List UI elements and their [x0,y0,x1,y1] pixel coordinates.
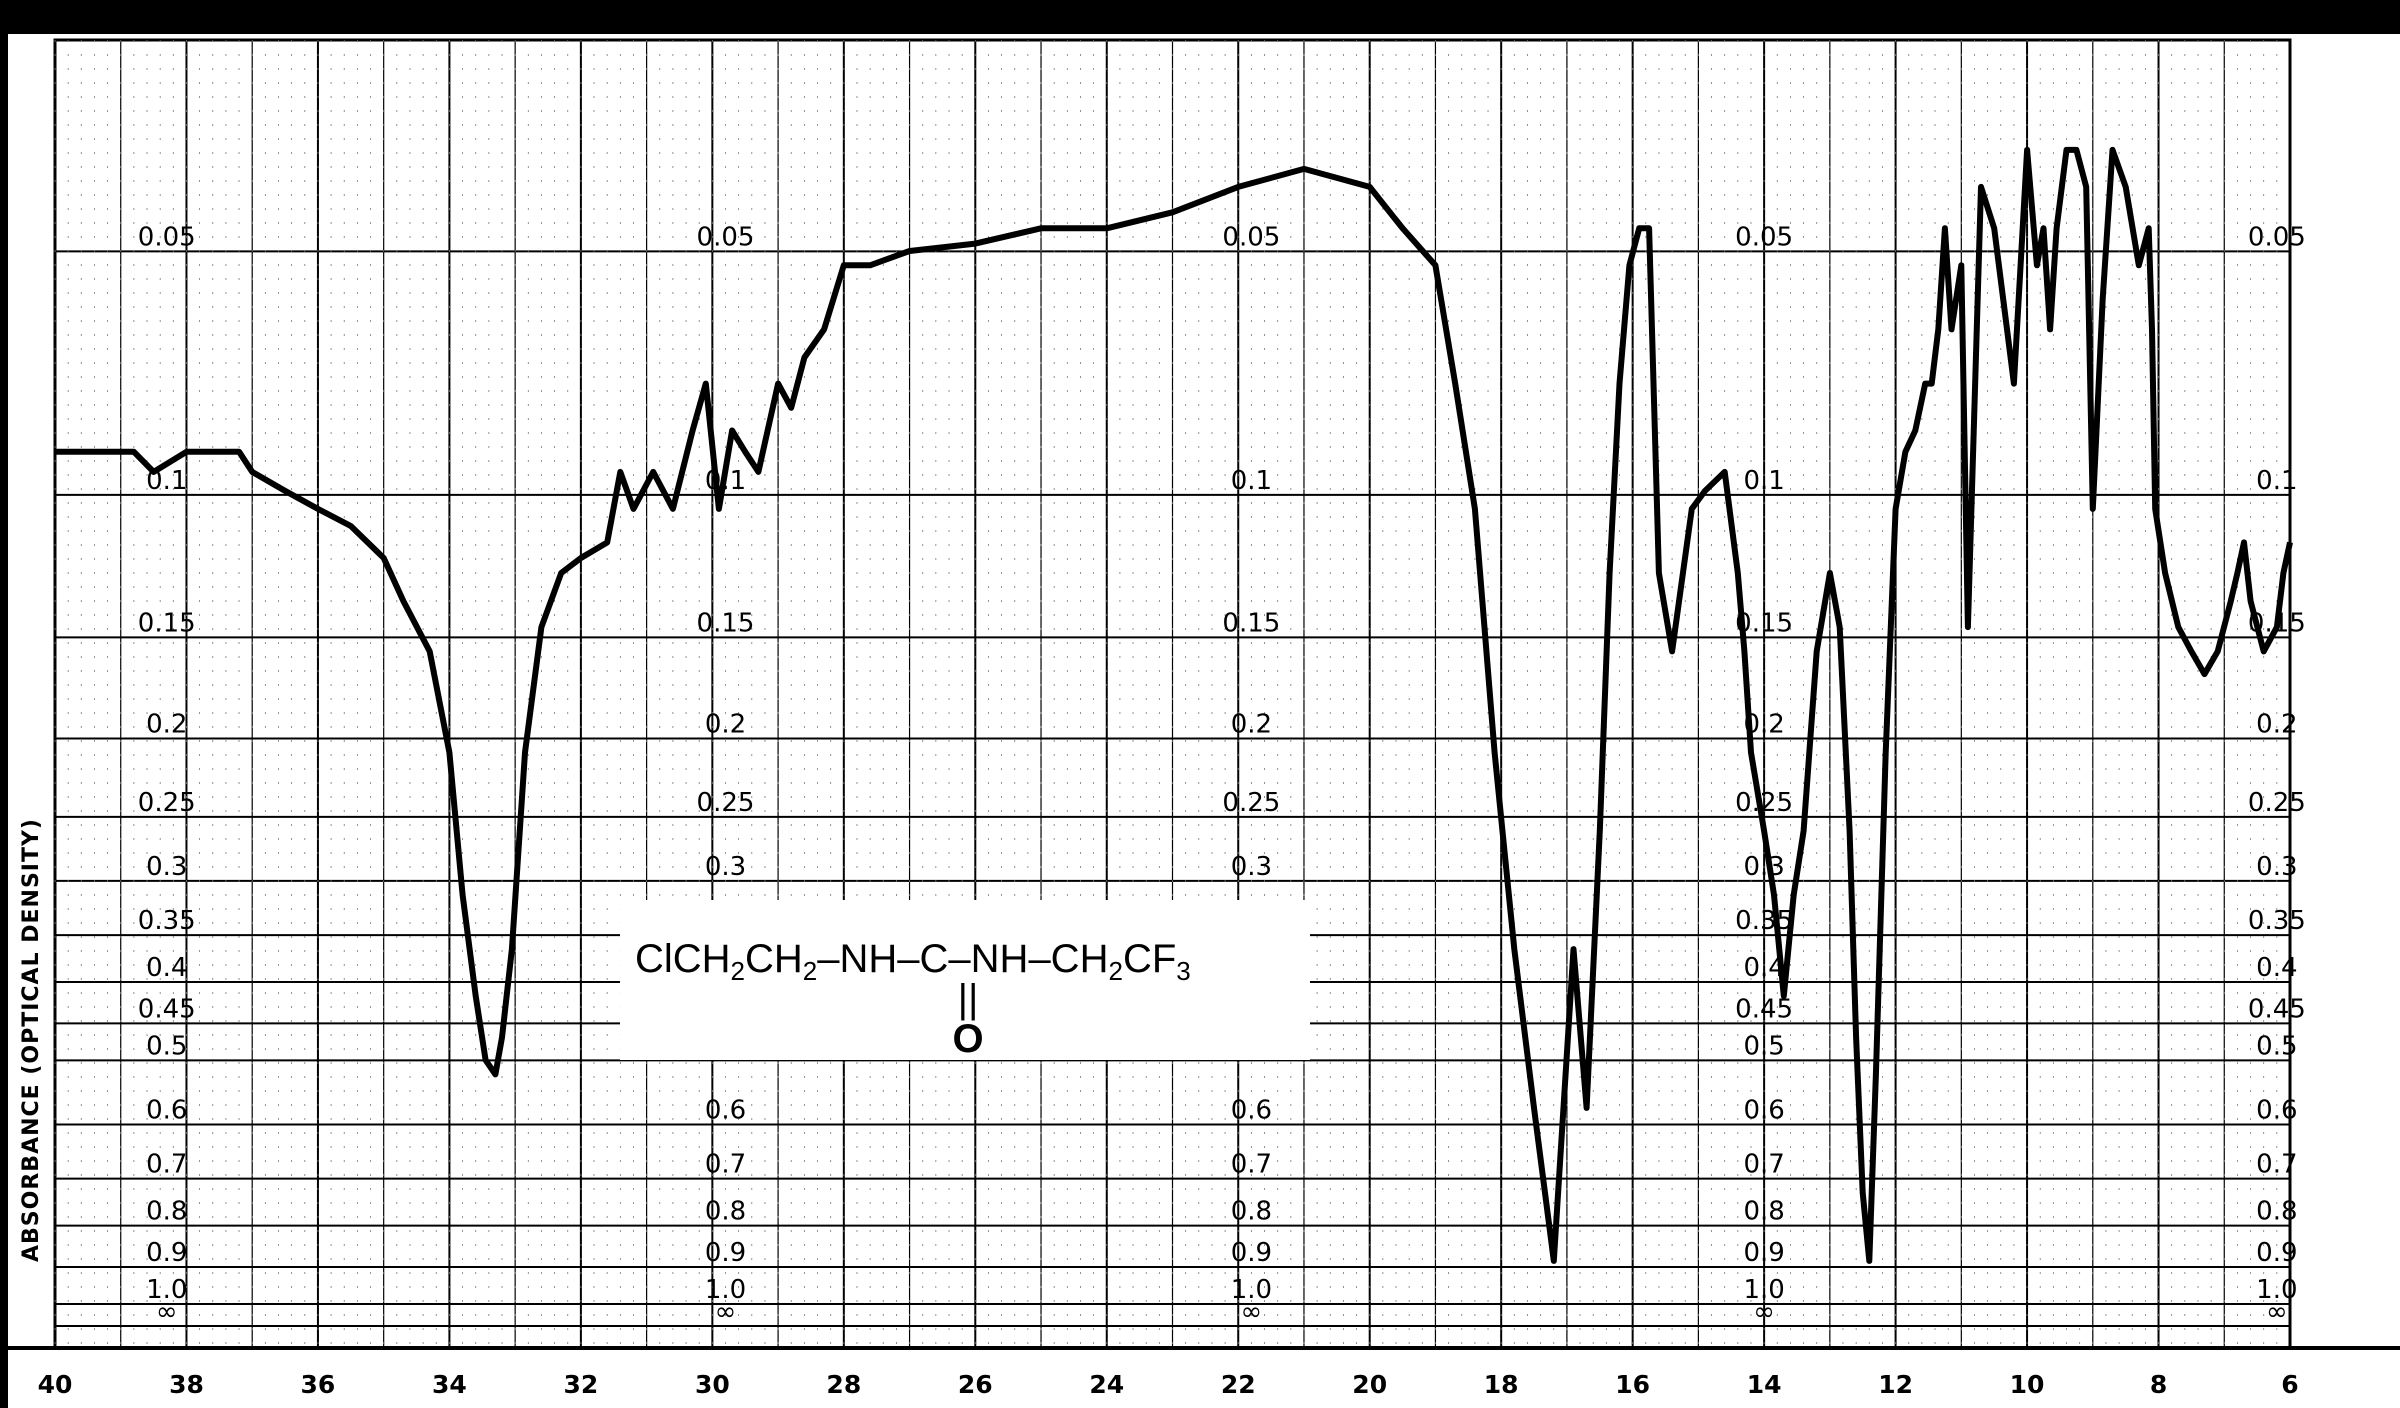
formula-text: ClCH2CH2–NH–C–NH–CH2CF3 [635,937,1191,986]
x-tick-label: 36 [301,1370,336,1399]
absorbance-label: 0.15 [138,608,196,638]
x-tick-label: 10 [2010,1370,2045,1399]
absorbance-label: 1.0 [2256,1275,2297,1305]
absorbance-label: 0.3 [146,852,187,882]
spectrum-series [55,146,2293,1264]
absorbance-label: 0.05 [1222,222,1280,252]
x-tick-label: 14 [1747,1370,1782,1399]
absorbance-label: 0.6 [146,1096,187,1126]
absorbance-label: 0.2 [2256,709,2297,739]
absorbance-label: 0.25 [697,788,755,818]
x-tick-label: 18 [1484,1370,1519,1399]
x-tick-label: 40 [38,1370,73,1399]
absorbance-label: 1.0 [1743,1275,1784,1305]
absorbance-label: 0.1 [1743,466,1784,496]
absorbance-label: 0.15 [697,608,755,638]
top-bar [0,0,2400,34]
x-tick-label: 22 [1221,1370,1256,1399]
absorbance-label: 0.45 [138,994,196,1024]
double-bond: || [958,977,979,1021]
absorbance-label: 0.3 [1231,852,1272,882]
absorbance-label: 0.45 [2248,994,2306,1024]
absorbance-label: 0.05 [697,222,755,252]
absorbance-label: 0.15 [1222,608,1280,638]
absorbance-label: 0.8 [146,1197,187,1227]
absorbance-label: 0.3 [1743,852,1784,882]
absorbance-label: 0.3 [705,852,746,882]
x-tick-label: 34 [432,1370,467,1399]
absorbance-label: 0.1 [1231,466,1272,496]
absorbance-label: 0.5 [2256,1031,2297,1061]
absorbance-label: 0.8 [1231,1197,1272,1227]
oxygen-atom: O [952,1017,983,1061]
x-tick-label: 30 [695,1370,730,1399]
absorbance-label: 0.7 [1231,1150,1272,1180]
x-tick-label: 26 [958,1370,993,1399]
left-border [0,34,8,1408]
absorbance-label: 0.25 [1222,788,1280,818]
y-axis-label: ABSORBANCE (OPTICAL DENSITY) [19,818,44,1262]
spectrum-line [55,146,2293,1264]
x-tick-label: 12 [1878,1370,1913,1399]
x-tick-label: 38 [169,1370,204,1399]
absorbance-label: 0.35 [1735,906,1793,936]
absorbance-label: 0.6 [1231,1096,1272,1126]
absorbance-label: 0.35 [2248,906,2306,936]
absorbance-label: 0.6 [705,1096,746,1126]
absorbance-label: 0.35 [138,906,196,936]
absorbance-label: 0.4 [2256,953,2297,983]
absorbance-label: ∞ [156,1297,178,1327]
x-tick-label: 28 [826,1370,861,1399]
absorbance-label: ∞ [715,1297,737,1327]
absorbance-label: 0.7 [2256,1150,2297,1180]
absorbance-label: 0.8 [2256,1197,2297,1227]
x-tick-label: 32 [563,1370,598,1399]
absorbance-label: 0.6 [1743,1096,1784,1126]
absorbance-label: 0.9 [146,1238,187,1268]
absorbance-label: 0.9 [1231,1238,1272,1268]
absorbance-label: 0.7 [146,1150,187,1180]
absorbance-label: 0.3 [2256,852,2297,882]
absorbance-label: ∞ [1241,1297,1263,1327]
absorbance-label: 0.6 [2256,1096,2297,1126]
absorbance-label: 0.8 [705,1197,746,1227]
x-tick-label: 6 [2281,1370,2298,1399]
absorbance-label: 0.7 [1743,1150,1784,1180]
x-tick-label: 8 [2150,1370,2167,1399]
absorbance-labels: 0.05 0.1 0.15 0.2 0.25 0.3 0.35 0.4 0.45 0.5 0.6 0.… [138,222,2306,1327]
absorbance-label: 0.1 [2256,466,2297,496]
absorbance-label: 1.0 [146,1275,187,1305]
absorbance-label: 0.25 [2248,788,2306,818]
absorbance-label: 1.0 [705,1275,746,1305]
absorbance-label: 0.45 [1735,994,1793,1024]
formula-box [620,900,1310,1060]
absorbance-label: 0.25 [138,788,196,818]
absorbance-label: ∞ [1753,1297,1775,1327]
absorbance-label: 0.2 [705,709,746,739]
absorbance-label: ∞ [2266,1297,2288,1327]
absorbance-label: 0.5 [1743,1031,1784,1061]
x-tick-label: 24 [1089,1370,1124,1399]
absorbance-label: 0.05 [1735,222,1793,252]
absorbance-label: 0.05 [2248,222,2306,252]
absorbance-label: 0.05 [138,222,196,252]
absorbance-label: 0.9 [2256,1238,2297,1268]
absorbance-label: 0.8 [1743,1197,1784,1227]
absorbance-label: 0.7 [705,1150,746,1180]
absorbance-label: 0.9 [705,1238,746,1268]
x-tick-labels: 40 38 36 34 32 30 28 26 24 22 20 18 16 14 12 10 8 6 [38,1370,2299,1399]
x-tick-label: 20 [1352,1370,1387,1399]
x-tick-label: 16 [1615,1370,1650,1399]
absorbance-label: 1.0 [1231,1275,1272,1305]
formula-annotation: ClCH2CH2–NH–C–NH–CH2CF3||O [620,900,1310,1061]
absorbance-label: 0.2 [146,709,187,739]
absorbance-label: 0.4 [146,953,187,983]
absorbance-label: 0.9 [1743,1238,1784,1268]
absorbance-label: 0.5 [146,1031,187,1061]
absorbance-label: 0.2 [1231,709,1272,739]
